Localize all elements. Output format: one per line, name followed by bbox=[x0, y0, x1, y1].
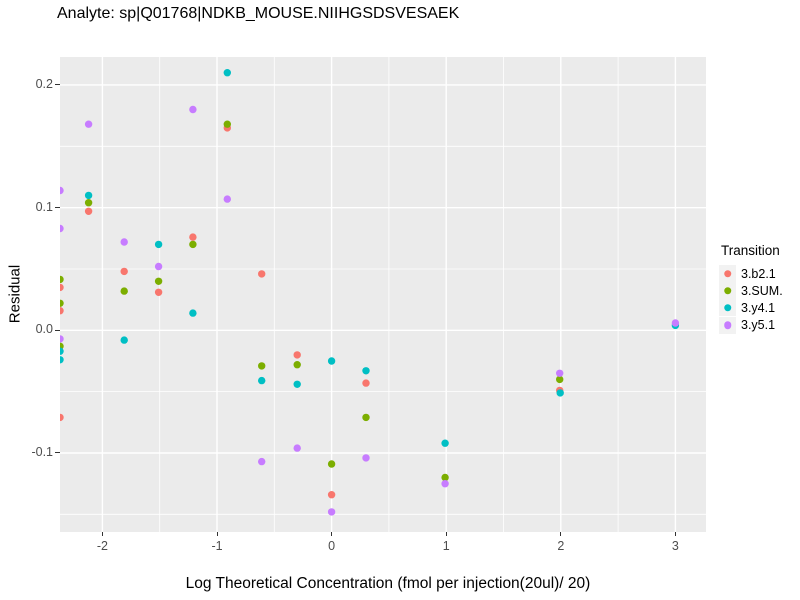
y-tick-label: 0.0 bbox=[35, 322, 53, 337]
data-point-3.y4.1 bbox=[293, 380, 301, 388]
data-point-3.y4.1 bbox=[60, 356, 64, 364]
legend-label: 3.y4.1 bbox=[741, 300, 776, 315]
data-point-3.y5.1 bbox=[223, 195, 231, 203]
data-point-3.SUM. bbox=[362, 413, 370, 422]
y-tick-mark bbox=[55, 452, 60, 454]
data-point-3.b2.1 bbox=[293, 351, 301, 359]
data-point-3.SUM. bbox=[60, 299, 64, 307]
data-point-3.SUM. bbox=[84, 199, 93, 207]
legend-items: 3.b2.1 3.SUM. 3.y4.1 3.y5.1 bbox=[719, 265, 783, 334]
y-tick-label: -0.1 bbox=[31, 444, 53, 459]
data-point-3.y5.1 bbox=[362, 454, 370, 462]
data-point-3.b2.1 bbox=[258, 270, 266, 278]
data-point-3.y5.1 bbox=[258, 457, 266, 466]
data-point-3.y5.1 bbox=[327, 508, 336, 516]
data-point-3.y5.1 bbox=[189, 105, 197, 114]
legend-dot-icon bbox=[723, 287, 732, 295]
data-point-3.y5.1 bbox=[671, 319, 680, 327]
x-tick-mark bbox=[101, 532, 103, 536]
data-point-3.b2.1 bbox=[154, 288, 163, 296]
legend-item-3.SUM.: 3.SUM. bbox=[719, 282, 783, 300]
data-point-3.b2.1 bbox=[84, 207, 93, 215]
x-tick-label: 0 bbox=[328, 539, 336, 553]
data-point-3.y5.1 bbox=[556, 369, 564, 377]
data-point-3.y4.1 bbox=[154, 240, 163, 249]
data-point-3.SUM. bbox=[60, 275, 64, 284]
legend-item-3.y4.1: 3.y4.1 bbox=[719, 299, 783, 317]
legend-dot-icon bbox=[723, 304, 732, 312]
legend: Transition 3.b2.1 3.SUM. 3.y4.1 3.y5.1 bbox=[719, 243, 783, 334]
y-tick-mark bbox=[55, 84, 60, 86]
plot-panel bbox=[60, 57, 706, 532]
data-point-3.b2.1 bbox=[362, 379, 370, 387]
x-tick-mark bbox=[560, 532, 562, 536]
data-point-3.SUM. bbox=[120, 287, 128, 295]
data-point-3.y4.1 bbox=[60, 347, 64, 355]
data-point-3.y4.1 bbox=[556, 389, 564, 397]
data-point-3.b2.1 bbox=[60, 413, 64, 422]
legend-dot-icon bbox=[723, 321, 732, 329]
x-tick-label: -2 bbox=[96, 539, 108, 553]
legend-key bbox=[719, 299, 736, 317]
legend-label: 3.y5.1 bbox=[741, 318, 776, 333]
x-tick-mark bbox=[216, 532, 218, 536]
x-tick-mark bbox=[331, 532, 333, 536]
x-tick-label: 1 bbox=[442, 539, 450, 553]
y-tick-mark bbox=[55, 329, 60, 331]
x-tick-label: -1 bbox=[211, 539, 223, 553]
data-point-3.y5.1 bbox=[293, 444, 301, 452]
scatter-canvas bbox=[60, 57, 706, 532]
x-tick-mark bbox=[445, 532, 447, 536]
y-tick-mark bbox=[55, 207, 60, 209]
data-point-3.SUM. bbox=[293, 361, 301, 369]
data-point-3.SUM. bbox=[258, 362, 266, 370]
x-tick-label: 3 bbox=[671, 539, 679, 553]
y-tick-label: 0.2 bbox=[35, 76, 53, 91]
data-point-3.b2.1 bbox=[60, 307, 64, 315]
x-axis-title: Log Theoretical Concentration (fmol per … bbox=[185, 575, 591, 592]
data-point-3.y4.1 bbox=[362, 367, 370, 375]
data-point-3.y4.1 bbox=[120, 336, 128, 344]
legend-dot-icon bbox=[723, 269, 732, 278]
data-point-3.y5.1 bbox=[60, 224, 64, 233]
legend-key bbox=[719, 316, 736, 334]
data-point-3.y5.1 bbox=[154, 262, 163, 271]
data-point-3.SUM. bbox=[154, 277, 163, 285]
data-point-3.b2.1 bbox=[120, 267, 128, 276]
legend-label: 3.SUM. bbox=[741, 283, 783, 298]
data-point-3.y4.1 bbox=[441, 439, 449, 447]
data-point-3.SUM. bbox=[223, 120, 231, 128]
data-point-3.y4.1 bbox=[223, 69, 231, 77]
data-point-3.y4.1 bbox=[189, 309, 197, 317]
data-point-3.y5.1 bbox=[60, 186, 64, 195]
legend-label: 3.b2.1 bbox=[741, 266, 776, 281]
legend-item-3.y5.1: 3.y5.1 bbox=[719, 316, 783, 334]
data-point-3.y5.1 bbox=[441, 480, 449, 488]
x-tick-mark bbox=[674, 532, 676, 536]
legend-key bbox=[719, 265, 736, 283]
data-point-3.SUM. bbox=[327, 460, 336, 468]
legend-title: Transition bbox=[721, 243, 780, 258]
y-axis-title: Residual bbox=[6, 264, 24, 324]
data-point-3.SUM. bbox=[441, 473, 449, 482]
data-point-3.b2.1 bbox=[60, 283, 64, 292]
data-point-3.y4.1 bbox=[84, 191, 93, 200]
data-point-3.b2.1 bbox=[327, 491, 336, 499]
data-point-3.SUM. bbox=[189, 240, 197, 249]
legend-item-3.b2.1: 3.b2.1 bbox=[719, 265, 783, 283]
data-point-3.y5.1 bbox=[60, 335, 64, 343]
data-point-3.SUM. bbox=[556, 375, 564, 384]
data-point-3.y4.1 bbox=[258, 376, 266, 385]
data-point-3.y5.1 bbox=[120, 238, 128, 246]
chart-title: Analyte: sp|Q01768|NDKB_MOUSE.NIIHGSDSVE… bbox=[57, 5, 460, 22]
data-point-3.y4.1 bbox=[327, 357, 336, 365]
data-point-3.y5.1 bbox=[84, 120, 93, 128]
data-point-3.b2.1 bbox=[189, 233, 197, 241]
x-tick-label: 2 bbox=[557, 539, 565, 553]
y-tick-label: 0.1 bbox=[35, 199, 53, 214]
legend-key bbox=[719, 282, 736, 300]
